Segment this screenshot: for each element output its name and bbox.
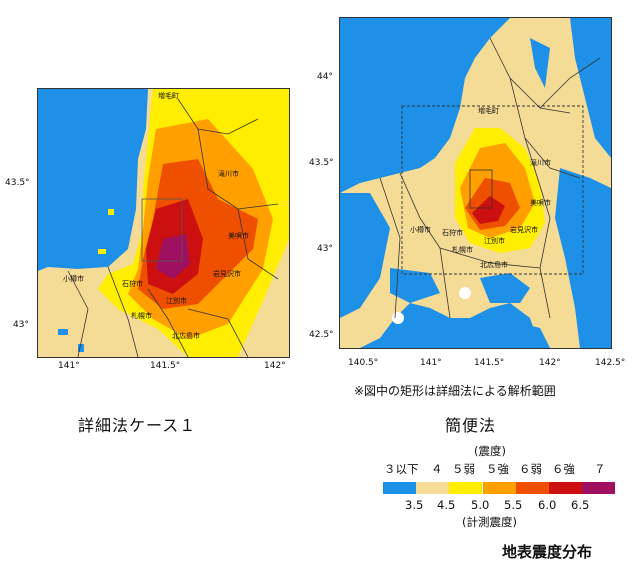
legend-value-label: 5.0 — [471, 498, 490, 512]
place-label-kitahiroshima: 北広島市 — [172, 332, 200, 340]
place-label-mashike: 増毛町 — [478, 107, 499, 115]
simple-lon-tick: 142° — [539, 358, 561, 368]
figure-title: 地表震度分布 — [502, 543, 593, 561]
place-label-mashike: 増毛町 — [158, 92, 179, 100]
simple-lon-tick: 141.5° — [474, 358, 505, 368]
legend-swatch — [582, 482, 615, 494]
detailed-method-map: 増毛町 滝川市 美唄市 石狩市 岩見沢市 小樽市 江別市 札幌市 北広島市 — [37, 88, 290, 358]
legend-title-intensity: (震度) — [474, 444, 506, 458]
legend-swatch — [449, 482, 482, 494]
legend-class-label: ６強 — [552, 462, 575, 476]
legend-swatch — [516, 482, 549, 494]
simple-lon-tick: 142.5° — [595, 358, 626, 368]
legend-swatch — [483, 482, 516, 494]
place-label-otaru: 小樽市 — [63, 275, 84, 283]
place-label-ebetsu: 江別市 — [484, 237, 505, 245]
legend-swatch — [549, 482, 582, 494]
detailed-lon-tick: 142° — [264, 361, 286, 371]
place-label-takikawa: 滝川市 — [530, 159, 551, 167]
place-label-ebetsu: 江別市 — [166, 297, 187, 305]
legend-class-label: ５弱 — [452, 462, 475, 476]
legend-class-label: ４ — [431, 462, 443, 476]
place-label-ishikari: 石狩市 — [122, 280, 143, 288]
simple-lat-tick: 44° — [317, 72, 333, 82]
legend-class-label: ６弱 — [519, 462, 542, 476]
simple-lat-tick: 43.5° — [309, 158, 334, 168]
legend-swatch — [383, 482, 416, 494]
legend-title-measured: (計測震度) — [462, 515, 517, 529]
simple-method-map: 増毛町 滝川市 美唄市 石狩市 小樽市 岩見沢市 江別市 札幌市 北広島市 — [339, 17, 612, 349]
legend-class-label: ７ — [594, 462, 606, 476]
simple-lon-tick: 141° — [420, 358, 442, 368]
legend-value-label: 6.5 — [571, 498, 590, 512]
place-label-otaru: 小樽市 — [410, 226, 431, 234]
place-label-bibai: 美唄市 — [530, 199, 551, 207]
legend-class-label: ３以下 — [384, 462, 419, 476]
legend-value-label: 5.5 — [504, 498, 523, 512]
legend-class-label: ５強 — [486, 462, 509, 476]
detailed-map-graphic — [38, 89, 289, 357]
place-label-sapporo: 札幌市 — [452, 246, 473, 254]
place-label-takikawa: 滝川市 — [218, 170, 239, 178]
detailed-lat-tick: 43.5° — [5, 178, 30, 188]
place-label-sapporo: 札幌市 — [131, 312, 152, 320]
place-label-iwamizawa: 岩見沢市 — [510, 226, 538, 234]
place-label-kitahiroshima: 北広島市 — [480, 261, 508, 269]
legend-value-label: 6.0 — [538, 498, 557, 512]
legend-value-label: 3.5 — [405, 498, 424, 512]
place-label-iwamizawa: 岩見沢市 — [213, 270, 241, 278]
place-label-ishikari: 石狩市 — [442, 229, 463, 237]
legend-swatch — [416, 482, 449, 494]
detailed-lat-tick: 43° — [13, 320, 29, 330]
detailed-lon-tick: 141.5° — [150, 361, 181, 371]
simple-map-graphic — [340, 18, 611, 348]
detailed-map-caption: 詳細法ケース１ — [78, 416, 197, 435]
legend-value-label: 4.5 — [437, 498, 456, 512]
simple-map-caption: 簡便法 — [445, 416, 497, 435]
place-label-bibai: 美唄市 — [228, 232, 249, 240]
simple-lat-tick: 43° — [317, 244, 333, 254]
analysis-range-note: ※図中の矩形は詳細法による解析範囲 — [354, 384, 556, 398]
detailed-lon-tick: 141° — [58, 361, 80, 371]
simple-lat-tick: 42.5° — [309, 330, 334, 340]
simple-lon-tick: 140.5° — [348, 358, 379, 368]
